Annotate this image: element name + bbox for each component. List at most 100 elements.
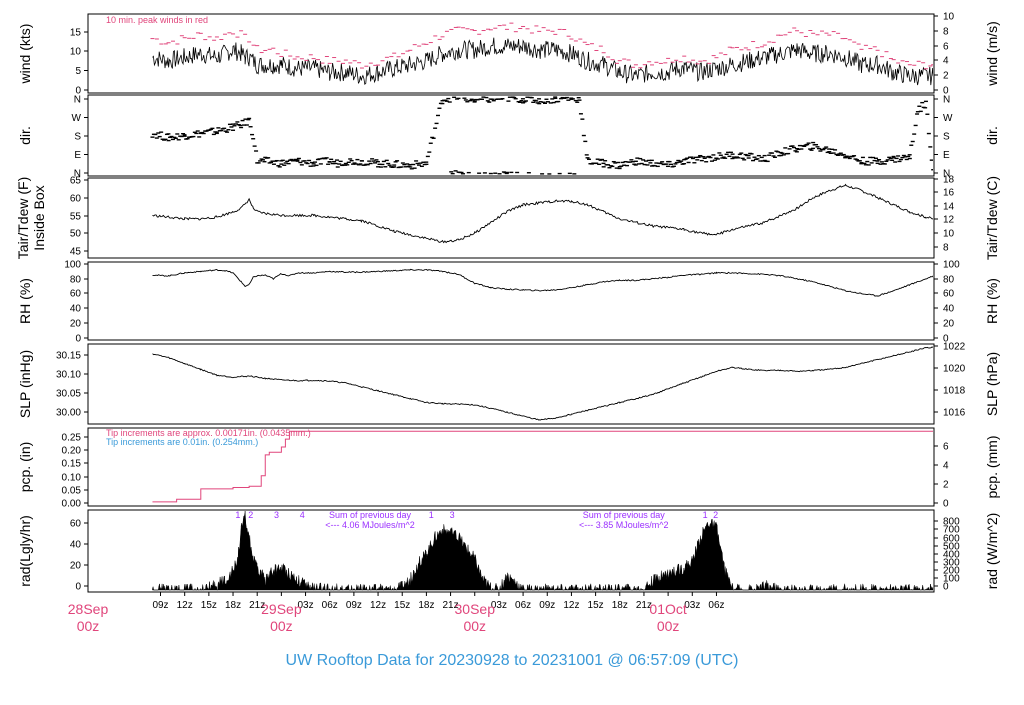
tick-label-right: 12 <box>943 215 955 226</box>
tick-label-right: 2 <box>943 71 949 82</box>
ylabel-right-line: wind (m/s) <box>984 21 1000 87</box>
x-tick-label: 15z <box>588 600 604 611</box>
panel-frame <box>87 509 935 593</box>
tick-label-left: 0.25 <box>62 433 82 444</box>
ylabel-left: Tair/Tdew (F)Inside Box <box>15 177 47 259</box>
tip-annotation-1: Tip increments are approx. 0.00171in. (0… <box>106 428 311 438</box>
tick-label-right: 4 <box>943 461 949 472</box>
tick-label-left: 30.00 <box>56 408 81 419</box>
tick-label-left: N <box>74 169 81 180</box>
tick-label-right: 0 <box>943 499 949 510</box>
page-title: UW Rooftop Data for 20230928 to 20231001… <box>286 652 739 669</box>
tick-label-left: W <box>72 113 82 124</box>
tick-label-right: S <box>943 132 950 143</box>
x-tick-label: 12z <box>177 600 193 611</box>
ylabel-left: pcp. (in) <box>17 442 33 493</box>
day-hour-label: 00z <box>657 618 680 634</box>
panel-temp: 45 50 55 60 65 8 10 12 14 16 18 Tair/Tdew (F)Inside… <box>15 175 1000 261</box>
tick-label-right: 14 <box>943 202 955 213</box>
day-label: 29Sep <box>261 601 302 617</box>
ylabel-right: pcp. (mm) <box>984 436 1000 499</box>
ylabel-right-line: Tair/Tdew (C) <box>984 176 1000 260</box>
tick-label-left: 40 <box>70 540 82 551</box>
tick-label-right: 8 <box>943 243 949 254</box>
ylabel-right: wind (m/s) <box>984 21 1000 87</box>
peak-annotation: 10 min. peak winds in red <box>106 15 208 25</box>
x-tick-label: 18z <box>225 600 241 611</box>
tick-label-left: 30.10 <box>56 370 81 381</box>
tip-annotation-2: Tip increments are 0.01in. (0.254mm.) <box>106 437 258 447</box>
plot-area <box>152 183 933 244</box>
tick-label-left: 45 <box>70 247 82 258</box>
hour-marker: 1 <box>703 510 708 520</box>
tick-label-right: 6 <box>943 442 949 453</box>
hour-marker: 2 <box>248 510 253 520</box>
sum-value: <--- 3.85 MJoules/m^2 <box>579 520 669 530</box>
panel-frame <box>87 261 935 341</box>
tick-label-right: 80 <box>943 275 955 286</box>
ylabel-right-line: pcp. (mm) <box>984 436 1000 499</box>
ylabel-right: RH (%) <box>984 278 1000 324</box>
tick-label-right: 100 <box>943 260 960 271</box>
ylabel-left: wind (kts) <box>17 24 33 85</box>
tick-label-right: 18 <box>943 175 955 186</box>
day-hour-label: 00z <box>77 618 100 634</box>
x-tick-label: 09z <box>346 600 362 611</box>
tick-label-left: E <box>74 150 81 161</box>
hour-marker: 2 <box>713 510 718 520</box>
tick-label-right: 0 <box>943 86 949 97</box>
plot-area <box>152 268 933 297</box>
tick-label-right: 200 <box>943 566 960 577</box>
tick-label-left: 0.15 <box>62 459 82 470</box>
hour-marker: 1 <box>429 510 434 520</box>
tick-label-right: 6 <box>943 42 949 53</box>
tick-label-right: E <box>943 150 950 161</box>
ylabel-left: SLP (inHg) <box>17 350 33 418</box>
x-tick-label: 06z <box>708 600 724 611</box>
hour-marker: 3 <box>274 510 279 520</box>
ylabel-right: rad (W/m^2) <box>984 513 1000 590</box>
series-radiation-area <box>152 511 933 591</box>
plot-area <box>150 22 933 86</box>
tick-label-left: S <box>74 132 81 143</box>
tick-label-right: 20 <box>943 319 955 330</box>
plot-area <box>152 511 933 591</box>
tick-label-right: 16 <box>943 188 955 199</box>
ylabel-right-line: RH (%) <box>984 278 1000 324</box>
tick-label-right: 1022 <box>943 342 966 353</box>
tick-label-right: 100 <box>943 574 960 585</box>
x-tick-label: 15z <box>394 600 410 611</box>
tick-label-right: 40 <box>943 304 955 315</box>
tick-label-left: 55 <box>70 212 82 223</box>
series-wind-line <box>152 37 933 86</box>
panel-rad: 02040600100200300400500600700800rad(Lgly… <box>17 509 1000 593</box>
tick-label-left: 0 <box>75 334 81 345</box>
x-tick-label: 18z <box>418 600 434 611</box>
x-axis: 09z 12z 15z 18z 21z 03z 06z 09z 12z 15z 18z 21z 03z 0… <box>68 592 725 634</box>
hour-marker: 1 <box>235 510 240 520</box>
ylabel-right-line: dir. <box>984 126 1000 145</box>
ylabel-right: dir. <box>984 126 1000 145</box>
panel-slp: 30.00 30.05 30.10 30.15 1016 1018 1020 1022 SLP … <box>17 342 1000 425</box>
ylabel-right: SLP (hPa) <box>984 352 1000 416</box>
tick-label-right: 60 <box>943 289 955 300</box>
series-rh-line <box>152 268 933 297</box>
series-slp-line <box>152 346 933 421</box>
ylabel-left-line: wind (kts) <box>17 24 33 85</box>
ylabel-left-line: Inside Box <box>31 185 47 250</box>
x-tick-label: 09z <box>539 600 555 611</box>
tick-label-left: 80 <box>70 275 82 286</box>
ylabel-right-line: SLP (hPa) <box>984 352 1000 416</box>
panel-rh: 0 20 40 60 80 100 0 20 40 60 80 100 RH (%) RH (%) <box>17 260 1000 345</box>
tick-label-right: 700 <box>943 525 960 536</box>
panel-wind: 0 5 10 15 0 2 4 6 8 10 wind (kts) wind (m/s) 10 min.… <box>17 12 1000 97</box>
series-temp-line <box>152 183 933 244</box>
tick-label-left: 10 <box>70 47 82 58</box>
x-tick-label: 12z <box>563 600 579 611</box>
ylabel-left-line: Tair/Tdew (F) <box>15 177 31 259</box>
panel-frame <box>87 427 935 507</box>
tick-label-left: 60 <box>70 194 82 205</box>
tick-label-right: 600 <box>943 534 960 545</box>
tick-label-left: 20 <box>70 319 82 330</box>
